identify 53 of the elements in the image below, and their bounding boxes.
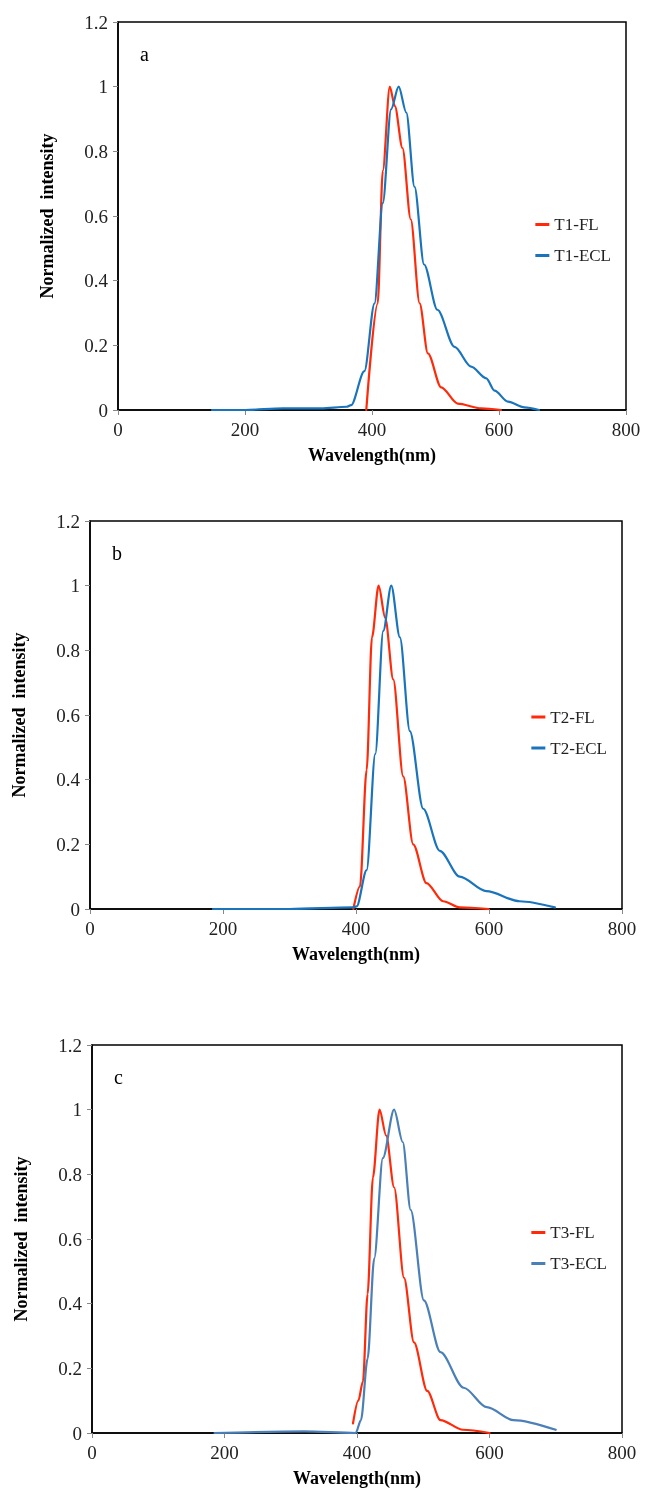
y-tick-label: 0 [70,898,80,920]
y-tick-label: 1 [70,575,80,597]
y-tick-label: 0 [72,1422,82,1444]
x-tick-label: 800 [607,918,637,939]
x-axis-title: Wavelength(nm) [308,445,436,466]
line-series [351,1108,491,1435]
y-tick-label: 0.4 [56,769,81,791]
x-tick-label: 800 [607,1442,637,1463]
y-axis-title: Normalized intensity [9,632,29,798]
legend-label: T2-FL [550,707,595,727]
y-tick-label: 0.2 [58,1357,82,1379]
y-tick-label: 1 [98,76,108,98]
line-series [365,85,503,412]
annotation: c [114,1066,123,1088]
y-tick-label: 1.2 [56,510,80,532]
y-tick-label: 0.8 [56,639,80,661]
y-tick-label: 0.8 [84,140,108,162]
line-series [352,584,490,911]
y-tick-label: 0.4 [84,270,109,292]
y-tick-label: 0 [98,399,108,421]
x-tick-label: 200 [208,918,238,939]
legend-label: T1-ECL [554,246,611,265]
y-tick-label: 1.2 [58,1034,82,1056]
y-tick-label: 0.4 [58,1293,83,1315]
x-tick-label: 400 [342,1442,372,1463]
y-axis-title: Normalized intensity [11,1156,31,1322]
x-tick-label: 600 [475,1442,504,1463]
annotation: a [140,43,149,65]
legend-label: T3-ECL [550,1254,607,1273]
annotation: b [112,542,122,564]
x-axis-title: Wavelength(nm) [292,944,420,965]
y-axis-title: Normalized intensity [37,133,57,299]
y-tick-label: 0.8 [58,1163,82,1185]
x-tick-label: 600 [474,918,504,939]
y-tick-label: 0.6 [84,205,108,227]
legend-label: T2-ECL [550,738,607,758]
legend-label: T3-FL [550,1223,595,1242]
legend-label: T1-FL [554,215,599,234]
y-tick-label: 0.2 [84,334,108,356]
x-tick-label: 400 [341,918,371,939]
x-tick-label: 200 [230,419,260,440]
y-tick-label: 0.6 [56,704,80,726]
y-tick-label: 1.2 [84,11,108,33]
x-axis-title: Wavelength(nm) [293,1468,421,1489]
x-tick-label: 800 [611,419,641,440]
x-tick-label: 0 [113,419,123,440]
x-tick-label: 200 [210,1442,239,1463]
y-tick-label: 0.2 [56,833,80,855]
y-tick-label: 1 [72,1099,82,1121]
line-series [210,85,541,412]
x-tick-label: 400 [357,419,387,440]
x-tick-label: 600 [484,419,514,440]
y-tick-label: 0.6 [58,1228,82,1250]
